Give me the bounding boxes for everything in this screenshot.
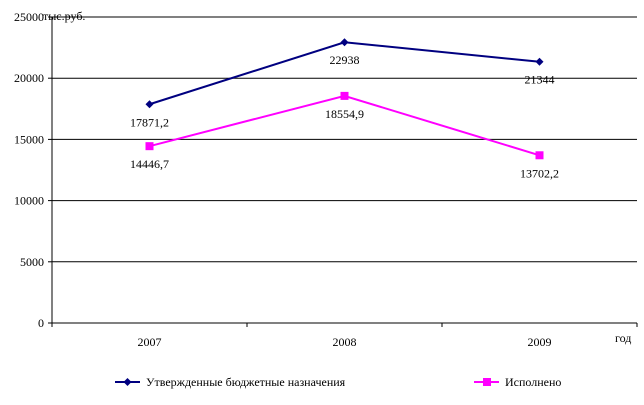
series-2-data-label-2009: 13702,2 xyxy=(520,166,559,180)
y-tick-label: 10000 xyxy=(14,194,44,208)
axes: 0 5000 10000 15000 20000 25000 2007 2008 2009 xyxy=(14,10,638,349)
legend-marker-executed xyxy=(483,378,491,386)
legend-marker-approved xyxy=(123,378,132,386)
series-line-2 xyxy=(149,94,540,157)
legend-label-approved: Утвержденные бюджетные назначения xyxy=(146,375,346,389)
y-tick-label: 25000 xyxy=(14,10,44,24)
legend-label-executed: Исполнено xyxy=(505,375,561,389)
series-1-data-label-2009: 21344 xyxy=(525,73,555,87)
series-2-data-label-2008: 18554,9 xyxy=(325,107,364,121)
series-2-point-2009 xyxy=(535,151,544,160)
x-tick-label-2008: 2008 xyxy=(333,335,357,349)
legend-item-approved: Утвержденные бюджетные назначения xyxy=(115,375,346,389)
series-1-data-label-2008: 22938 xyxy=(330,53,360,67)
y-tick-label: 15000 xyxy=(14,132,44,146)
series-layer xyxy=(145,38,544,160)
x-tick-label-2007: 2007 xyxy=(138,335,162,349)
y-tick-label: 20000 xyxy=(14,71,44,85)
x-axis-unit-label: год xyxy=(615,331,631,345)
gridlines xyxy=(52,16,637,263)
labels-layer: 17871,2 22938 21344 14446,7 18554,9 13702,2 xyxy=(130,53,559,180)
y-tick-label: 5000 xyxy=(20,255,44,269)
series-1-data-label-2007: 17871,2 xyxy=(130,115,169,129)
series-2-point-2007 xyxy=(145,142,154,151)
series-2-data-label-2007: 14446,7 xyxy=(130,157,169,171)
y-tick-label: 0 xyxy=(38,316,44,330)
legend-item-executed: Исполнено xyxy=(474,375,561,389)
series-1-point-2009 xyxy=(535,57,544,66)
series-2-point-2008 xyxy=(340,91,349,100)
legend: Утвержденные бюджетные назначения Исполн… xyxy=(115,375,561,389)
x-tick-label-2009: 2009 xyxy=(528,335,552,349)
series-1-point-2008 xyxy=(340,38,349,47)
series-1-point-2007 xyxy=(145,100,154,109)
y-axis-unit-label: тыс.руб. xyxy=(43,9,85,23)
